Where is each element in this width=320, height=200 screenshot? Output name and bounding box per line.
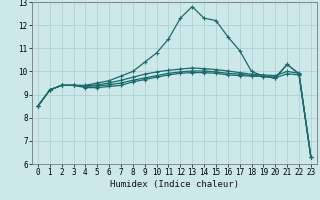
X-axis label: Humidex (Indice chaleur): Humidex (Indice chaleur) xyxy=(110,180,239,189)
